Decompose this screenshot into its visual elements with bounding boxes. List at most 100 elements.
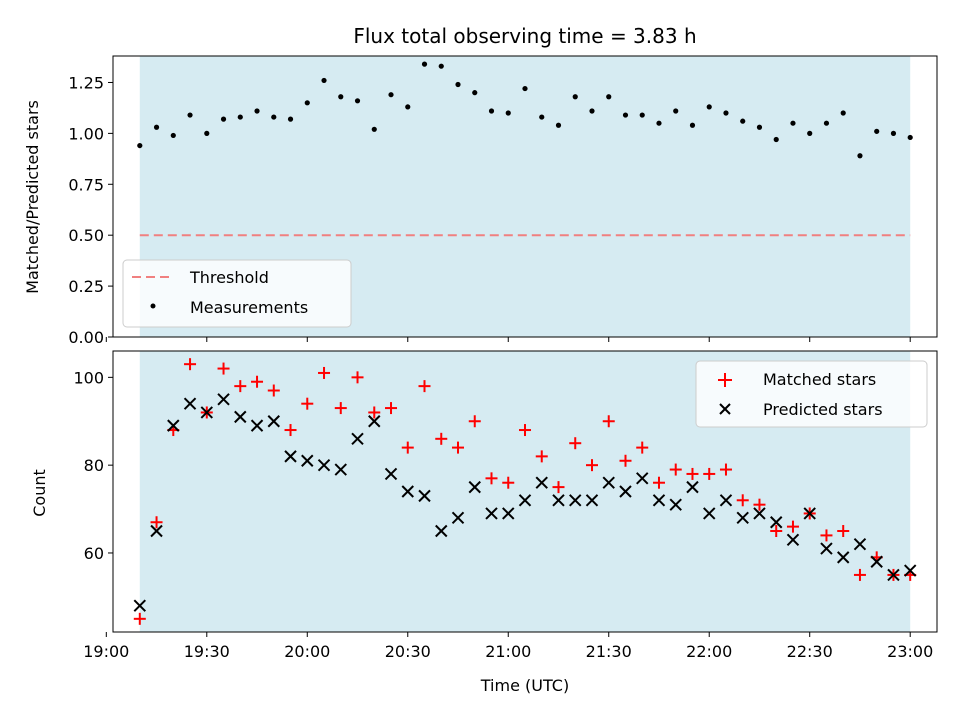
top-legend-box bbox=[122, 259, 352, 328]
measurement-point bbox=[488, 108, 495, 114]
predicted-star-point bbox=[384, 467, 398, 481]
bottom-y-tick-label: 80 bbox=[84, 456, 104, 475]
matched-star-point bbox=[452, 441, 465, 454]
measurement-point bbox=[773, 136, 779, 143]
measurement-point bbox=[153, 124, 160, 130]
matched-star-point bbox=[619, 454, 632, 467]
matched-star-point bbox=[837, 525, 850, 538]
top-y-tick-label: 0.00 bbox=[68, 328, 104, 347]
predicted-star-point bbox=[669, 498, 682, 511]
predicted-star-point bbox=[652, 494, 666, 507]
bottom-x-ticks: 19:00 19:30 20:00 20:30 21:00 21:30 22:00 22:30… bbox=[83, 632, 933, 661]
x-tick-label: 19:30 bbox=[184, 642, 230, 661]
matched-star-point bbox=[468, 415, 481, 428]
predicted-star-point bbox=[418, 489, 431, 503]
measurement-point bbox=[354, 98, 361, 104]
measurement-point bbox=[187, 112, 193, 118]
predicted-star-point bbox=[368, 415, 381, 428]
predicted-star-point bbox=[468, 480, 481, 494]
matched-star-point bbox=[284, 424, 297, 437]
measurement-point bbox=[639, 112, 645, 118]
matched-star-point bbox=[736, 494, 749, 507]
bottom-axes-frame bbox=[112, 350, 938, 633]
matched-star-point bbox=[385, 402, 398, 415]
top-y-tick-label: 0.50 bbox=[68, 226, 104, 245]
top-panel: 0.00 0.25 0.50 0.75 1.00 1.25 Matched/Predict… bbox=[23, 55, 938, 347]
predicted-star-point bbox=[903, 564, 917, 577]
matched-star-point bbox=[519, 424, 531, 437]
top-y-tick-label: 0.25 bbox=[68, 277, 104, 296]
x-tick-label: 20:30 bbox=[385, 642, 431, 661]
measurement-point bbox=[455, 81, 461, 88]
measurement-point bbox=[890, 130, 897, 136]
bottom-panel: 60 80 100 19:00 19:30 20:00 20:30 21:00 21:30 22… bbox=[30, 350, 938, 695]
chart-title: Flux total observing time = 3.83 h bbox=[353, 24, 696, 48]
top-y-tick-label: 1.00 bbox=[68, 124, 104, 143]
measurement-point bbox=[271, 114, 277, 120]
matched-star-point bbox=[535, 450, 548, 463]
top-y-axis-label: Matched/Predicted stars bbox=[23, 100, 42, 294]
predicted-star-point bbox=[686, 480, 699, 494]
measurement-point bbox=[673, 108, 679, 114]
measurement-point bbox=[204, 130, 210, 136]
measurement-point bbox=[555, 122, 562, 128]
predicted-star-point bbox=[301, 454, 314, 467]
predicted-star-point bbox=[334, 463, 347, 476]
measurement-point bbox=[522, 85, 528, 92]
predicted-star-point bbox=[284, 450, 297, 463]
matched-star-point bbox=[318, 366, 331, 379]
top-y-ticks: 0.00 0.25 0.50 0.75 1.00 1.25 bbox=[68, 73, 113, 347]
measurement-point bbox=[857, 153, 863, 159]
predicted-star-point bbox=[485, 507, 498, 520]
matched-star-point bbox=[753, 498, 766, 511]
matched-star-point bbox=[368, 406, 381, 419]
predicted-star-point bbox=[167, 419, 180, 432]
top-legend: Threshold Measurements bbox=[122, 259, 352, 328]
predicted-star-point bbox=[150, 524, 163, 538]
measurement-point bbox=[438, 63, 444, 69]
predicted-star-point bbox=[435, 524, 448, 538]
x-tick-label: 22:30 bbox=[787, 642, 833, 661]
measurement-point bbox=[723, 110, 729, 116]
matched-star-point bbox=[602, 415, 615, 428]
predicted-star-point bbox=[217, 393, 230, 406]
matched-star-point bbox=[485, 472, 498, 485]
measurement-point bbox=[220, 116, 227, 122]
predicted-star-point bbox=[133, 599, 147, 612]
measurement-point bbox=[874, 128, 880, 134]
matched-star-point bbox=[184, 358, 197, 371]
predicted-star-point bbox=[200, 406, 213, 419]
measurement-point bbox=[606, 94, 612, 100]
predicted-star-point bbox=[535, 476, 548, 489]
measurement-point bbox=[472, 90, 478, 96]
predicted-star-point bbox=[770, 516, 783, 529]
matched-star-point bbox=[703, 467, 716, 480]
top-y-tick-label: 1.25 bbox=[68, 73, 104, 92]
predicted-star-point bbox=[853, 537, 867, 551]
matched-star-point bbox=[150, 516, 163, 529]
measurement-point bbox=[589, 108, 595, 114]
measurement-point bbox=[287, 116, 294, 122]
matched-star-point bbox=[652, 476, 665, 489]
measurement-point bbox=[237, 114, 243, 120]
bottom-y-tick-label: 60 bbox=[84, 544, 104, 563]
top-x-ticks bbox=[105, 337, 911, 342]
predicted-star-point bbox=[552, 494, 565, 507]
measurement-point bbox=[321, 77, 327, 84]
bottom-y-ticks: 60 80 100 bbox=[73, 368, 113, 563]
legend-matched-swatch bbox=[718, 373, 732, 387]
matched-star-point bbox=[770, 525, 783, 538]
matched-star-point bbox=[552, 481, 565, 494]
predicted-star-point bbox=[602, 476, 615, 489]
bottom-y-tick-label: 100 bbox=[73, 368, 104, 387]
measurement-point bbox=[421, 61, 428, 67]
measurement-point bbox=[840, 110, 846, 116]
predicted-star-point bbox=[569, 494, 582, 507]
predicted-star-point bbox=[234, 410, 247, 424]
predicted-star-point bbox=[351, 432, 364, 446]
x-tick-label: 21:00 bbox=[485, 642, 531, 661]
measurement-point bbox=[907, 134, 913, 141]
measurement-point bbox=[539, 114, 545, 120]
legend-measurements-label: Measurements bbox=[190, 298, 308, 317]
